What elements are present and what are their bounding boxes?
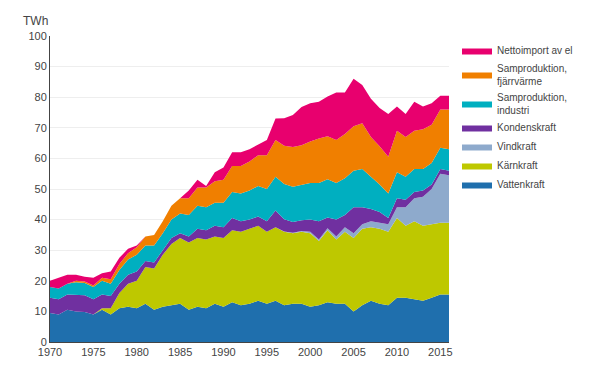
svg-text:Samproduktion,industri: Samproduktion,industri — [497, 92, 567, 116]
svg-text:100: 100 — [28, 30, 46, 42]
svg-text:2005: 2005 — [341, 346, 365, 358]
svg-text:70: 70 — [35, 122, 47, 134]
svg-text:Kärnkraft: Kärnkraft — [497, 160, 538, 171]
svg-text:50: 50 — [35, 183, 47, 195]
svg-text:2015: 2015 — [428, 346, 452, 358]
svg-text:1970: 1970 — [38, 346, 62, 358]
svg-text:30: 30 — [35, 244, 47, 256]
svg-text:1990: 1990 — [211, 346, 235, 358]
svg-text:80: 80 — [35, 91, 47, 103]
svg-text:1995: 1995 — [255, 346, 279, 358]
svg-text:1980: 1980 — [124, 346, 148, 358]
svg-text:Samproduktion,fjärrvärme: Samproduktion,fjärrvärme — [497, 63, 567, 87]
svg-text:40: 40 — [35, 213, 47, 225]
svg-text:10: 10 — [35, 305, 47, 317]
svg-text:2010: 2010 — [385, 346, 409, 358]
svg-text:2000: 2000 — [298, 346, 322, 358]
svg-text:Kondenskraft: Kondenskraft — [497, 122, 556, 133]
svg-text:Vattenkraft: Vattenkraft — [497, 179, 545, 190]
svg-text:1985: 1985 — [168, 346, 192, 358]
svg-text:20: 20 — [35, 275, 47, 287]
svg-text:Nettoimport av el: Nettoimport av el — [497, 45, 573, 56]
svg-text:TWh: TWh — [23, 14, 48, 28]
svg-text:0: 0 — [41, 336, 47, 348]
svg-text:60: 60 — [35, 152, 47, 164]
svg-text:Vindkraft: Vindkraft — [497, 141, 537, 152]
svg-text:90: 90 — [35, 60, 47, 72]
svg-text:1975: 1975 — [81, 346, 105, 358]
